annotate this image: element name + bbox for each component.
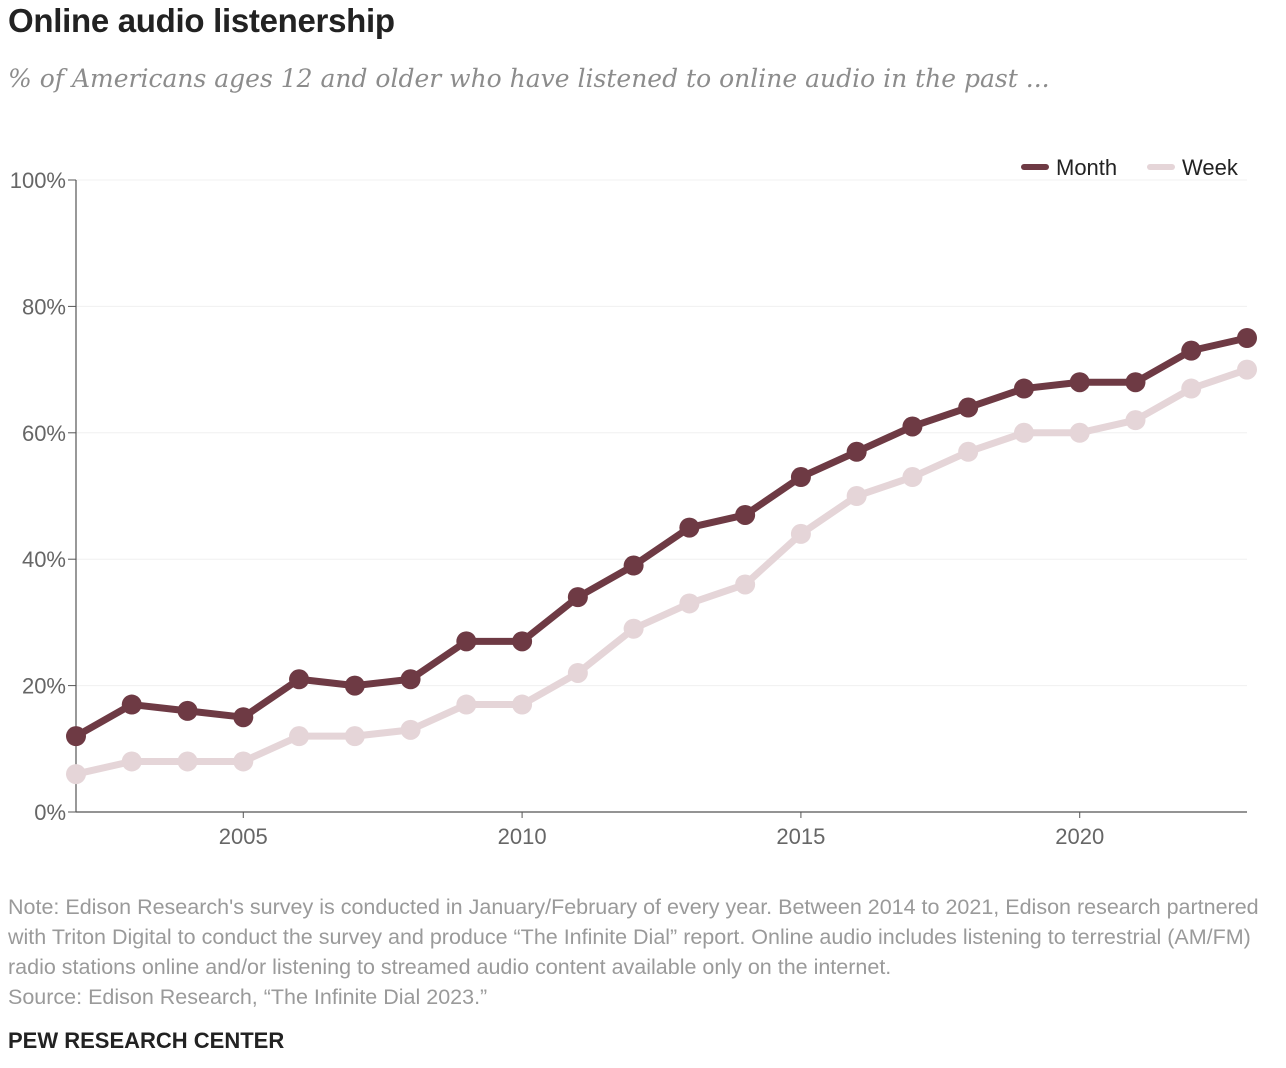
data-point-week (902, 467, 923, 488)
y-tick-label: 0% (34, 800, 66, 825)
data-point-week (512, 694, 533, 715)
data-point-month (66, 726, 86, 747)
data-point-week (567, 662, 588, 683)
line-chart: 0% 20% 40% 60% 80% 100% 2005 2010 2015 2020 Month W… (10, 155, 1257, 849)
legend-label-month: Month (1056, 155, 1117, 180)
data-point-week (177, 751, 198, 772)
data-point-month (512, 631, 533, 652)
data-point-week (735, 574, 756, 595)
data-point-week (1013, 422, 1034, 443)
data-point-week (456, 694, 477, 715)
chart-note: Note: Edison Research's survey is conduc… (8, 892, 1268, 1012)
data-point-month (790, 467, 811, 488)
data-point-week (344, 726, 365, 747)
data-point-week (1125, 410, 1146, 431)
data-point-week (623, 618, 644, 639)
data-point-week (1237, 359, 1257, 380)
x-tick-label: 2020 (1055, 824, 1104, 849)
note-text: Note: Edison Research's survey is conduc… (8, 895, 1259, 979)
data-point-week (233, 751, 254, 772)
data-point-month (233, 707, 254, 728)
data-point-month (735, 504, 756, 525)
series-line-month (72, 334, 1251, 740)
data-point-month (958, 397, 979, 418)
data-point-month (1237, 328, 1257, 348)
source-text: Source: Edison Research, “The Infinite D… (8, 985, 488, 1009)
data-point-month (1069, 372, 1090, 393)
data-point-month (623, 555, 644, 576)
x-tick-label: 2005 (219, 824, 268, 849)
data-point-week (400, 719, 421, 740)
data-point-month (121, 694, 142, 715)
data-point-month (1013, 378, 1034, 399)
y-tick-label: 100% (10, 168, 66, 193)
data-point-week (790, 523, 811, 544)
y-tick-label: 60% (22, 421, 66, 446)
chart-subtitle: % of Americans ages 12 and older who hav… (8, 64, 1050, 93)
data-point-week (289, 726, 310, 747)
data-point-month (1125, 372, 1146, 393)
chart-title: Online audio listenership (8, 2, 395, 39)
data-point-month (177, 700, 198, 721)
data-point-week (958, 441, 979, 462)
y-tick-label: 80% (22, 294, 66, 319)
data-point-week (846, 486, 867, 506)
series-line-week (72, 366, 1251, 778)
data-point-month (567, 587, 588, 608)
data-point-week (679, 593, 700, 614)
x-tick-label: 2010 (498, 824, 547, 849)
legend-label-week: Week (1182, 155, 1239, 180)
y-tick-label: 20% (22, 674, 66, 699)
data-point-month (902, 416, 923, 437)
data-point-week (1181, 378, 1202, 399)
data-point-month (1181, 340, 1202, 361)
data-point-week (66, 764, 86, 785)
x-tick-label: 2015 (776, 824, 825, 849)
y-tick-label: 40% (22, 547, 66, 572)
data-point-month (846, 441, 867, 462)
data-point-week (1069, 422, 1090, 443)
data-point-month (344, 675, 365, 696)
data-point-month (679, 517, 700, 538)
data-point-month (400, 669, 421, 690)
brand-name: PEW RESEARCH CENTER (8, 1028, 285, 1053)
data-point-week (121, 751, 142, 772)
data-point-month (456, 631, 477, 652)
data-point-month (289, 669, 310, 690)
